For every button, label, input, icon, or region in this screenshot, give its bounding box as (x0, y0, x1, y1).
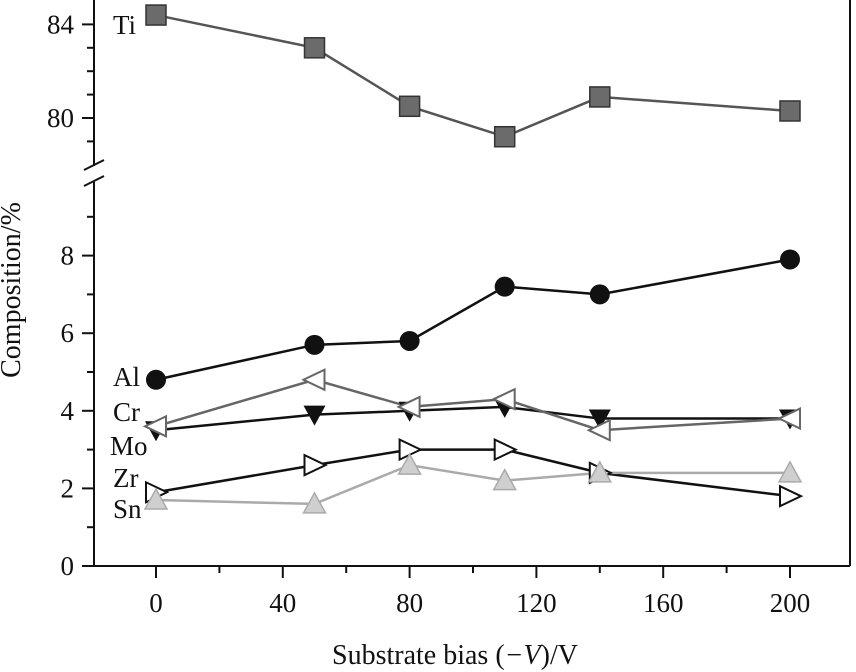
series-lines (155, 13, 791, 506)
data-point-al (494, 276, 515, 297)
series-line-sn (155, 463, 790, 506)
series-label-zr: Zr (113, 463, 138, 493)
y-tick-label: 8 (61, 241, 75, 271)
axis-break-mark (83, 159, 105, 171)
y-axis-title: Composition/% (0, 202, 27, 378)
series-line-al (155, 258, 791, 381)
data-point-sn (397, 452, 422, 475)
series-markers (142, 4, 804, 514)
data-point-al (146, 369, 166, 390)
x-tick-label: 160 (643, 588, 684, 618)
data-point-mo (776, 406, 801, 431)
series-line-zr (155, 448, 791, 498)
data-point-mo (586, 418, 611, 442)
data-point-ti (779, 100, 801, 122)
x-tick-label: 80 (396, 588, 423, 618)
x-tick-label: 120 (516, 588, 557, 618)
series-label-mo: Mo (110, 431, 148, 461)
ticks: 0 40 80 120 160 200 0 2 4 6 8 80 84 (47, 9, 810, 618)
data-point-ti (303, 37, 326, 59)
series-label-al: Al (113, 362, 140, 392)
x-axis-title-prefix: Substrate bias ( (332, 640, 505, 671)
data-point-sn (143, 487, 169, 510)
data-point-al (589, 284, 610, 305)
data-point-al (399, 330, 420, 351)
x-axis-title-suffix: )/V (541, 640, 578, 671)
x-tick-label: 0 (149, 588, 163, 618)
data-point-cr (588, 409, 611, 430)
data-point-al (304, 334, 325, 355)
series-label-sn: Sn (113, 494, 142, 524)
data-point-sn (777, 460, 803, 483)
y-tick-label: 0 (61, 551, 75, 581)
series-label-cr: Cr (113, 397, 140, 427)
y-tick-label: 4 (61, 396, 75, 426)
data-point-mo (142, 414, 167, 438)
data-point-zr (493, 438, 519, 462)
data-point-ti (493, 125, 516, 148)
data-point-cr (303, 405, 326, 426)
series-line-mo (155, 378, 791, 432)
data-point-sn (492, 468, 517, 491)
data-point-al (780, 249, 800, 270)
data-point-mo (491, 387, 516, 411)
y-tick-label: 80 (47, 103, 74, 133)
x-tick-label: 200 (770, 588, 811, 618)
y-tick-label: 6 (61, 318, 75, 348)
axis-break-mark (83, 175, 105, 187)
data-point-sn (302, 491, 327, 514)
data-point-ti (398, 95, 421, 118)
series-label-ti: Ti (113, 10, 136, 40)
data-point-mo (396, 395, 421, 419)
data-point-zr (303, 453, 328, 477)
y-tick-label: 2 (61, 473, 75, 503)
series-line-ti (155, 13, 791, 139)
axes (83, 0, 851, 567)
x-axis-title-variable: −V (505, 640, 544, 671)
x-axis-title: Substrate bias (−V)/V (332, 640, 578, 671)
data-point-ti (145, 4, 167, 26)
x-tick-label: 40 (269, 588, 296, 618)
series-line-cr (155, 405, 790, 432)
y-tick-label: 84 (47, 9, 75, 39)
data-point-ti (589, 86, 611, 108)
data-point-zr (779, 484, 804, 508)
data-point-sn (587, 460, 613, 483)
data-point-mo (301, 368, 326, 392)
